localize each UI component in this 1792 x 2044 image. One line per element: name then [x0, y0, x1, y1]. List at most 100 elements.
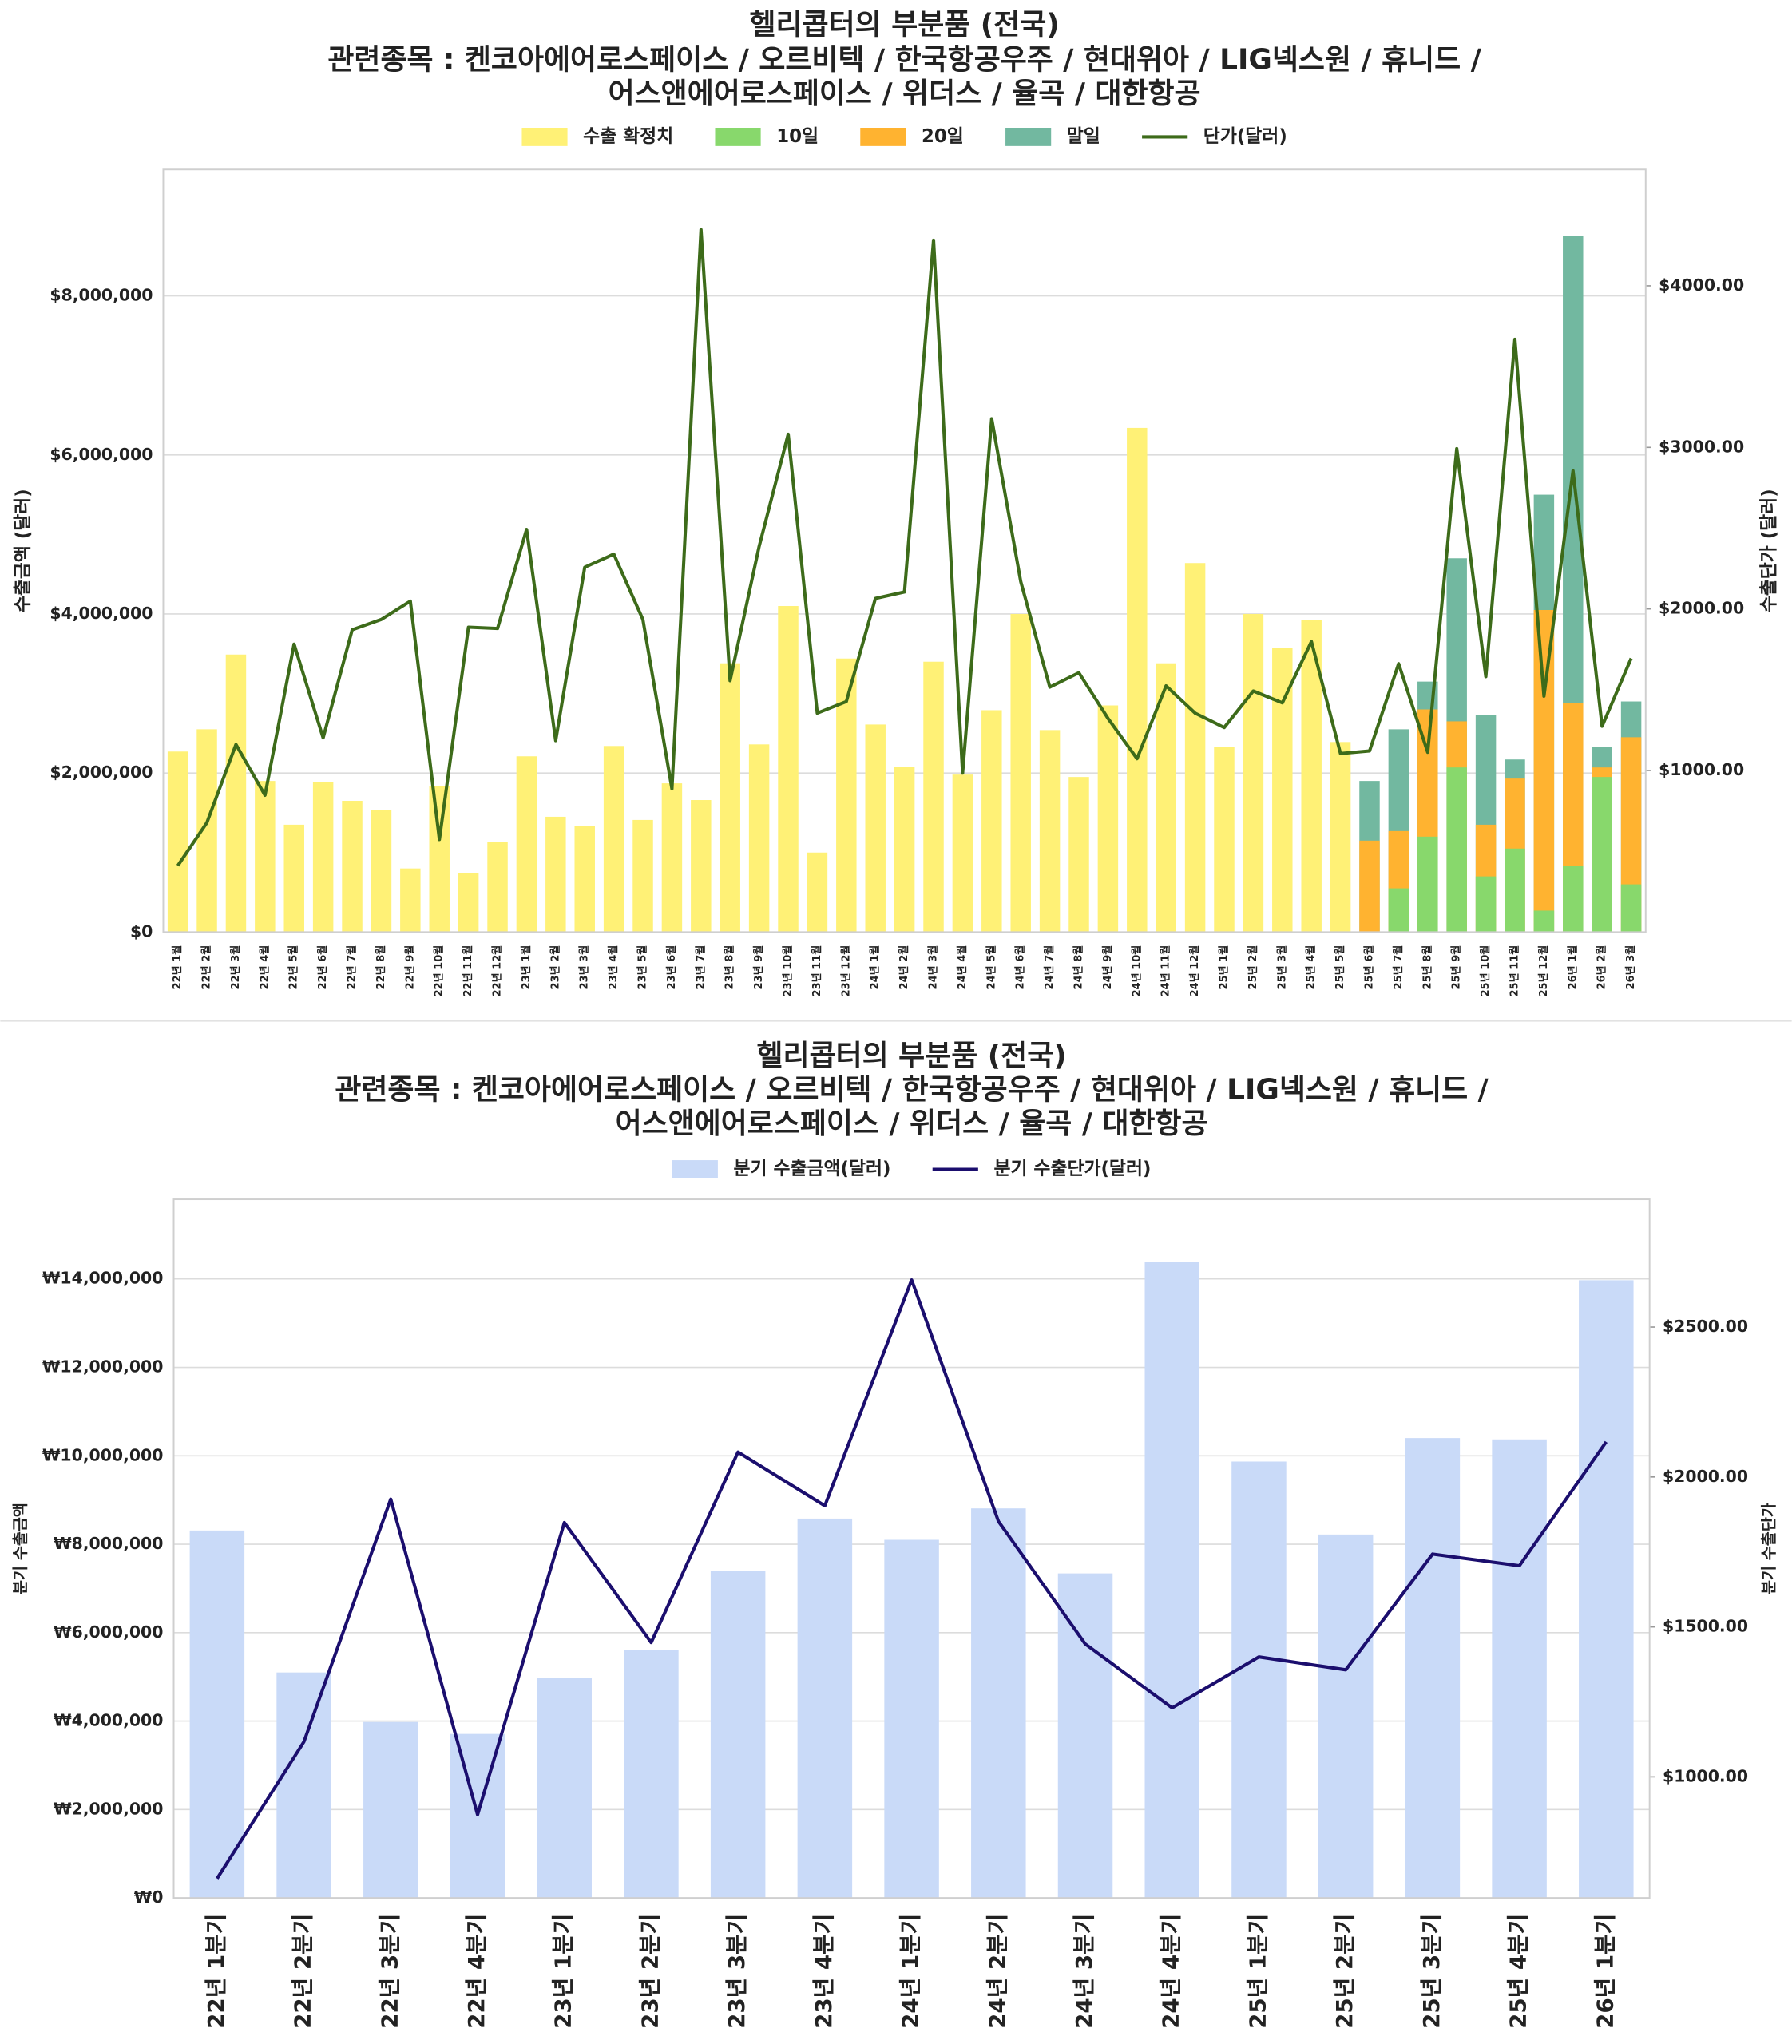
x-tick-label: 24년 10월 — [1130, 945, 1143, 997]
x-tick-label: 25년 1월 — [1217, 945, 1230, 990]
x-tick-label: 22년 4분기 — [463, 1914, 490, 2029]
y-axis-label: 수출금액 (달러) — [13, 489, 34, 612]
bar — [1010, 613, 1031, 933]
legend-label: 분기 수출금액(달러) — [734, 1159, 891, 1179]
bar — [691, 800, 712, 933]
x-tick-label: 22년 12월 — [491, 945, 504, 997]
y-tick-label: ₩14,000,000 — [42, 1269, 163, 1288]
x-tick-label: 22년 3월 — [229, 945, 242, 990]
bar — [363, 1721, 418, 1899]
bar — [1068, 777, 1089, 933]
x-tick-label: 22년 2분기 — [290, 1914, 316, 2029]
bar — [1057, 1573, 1113, 1899]
y2-axis-label: 수출단가 (달러) — [1758, 489, 1779, 612]
legend-label: 말일 — [1067, 126, 1100, 147]
bar — [981, 710, 1002, 933]
y-tick-label: ₩10,000,000 — [42, 1445, 163, 1464]
y2-tick-label: $1000.00 — [1659, 760, 1744, 779]
bar — [624, 1650, 679, 1899]
bar — [1405, 1438, 1461, 1899]
x-tick-label: 23년 11월 — [811, 945, 823, 997]
y-tick-label: ₩12,000,000 — [42, 1357, 163, 1377]
legend-label: 단가(달러) — [1203, 126, 1287, 147]
chart-title: 관련종목 : 켄코아에어로스페이스 / 오르비텍 / 한국항공우주 / 현대위아… — [327, 44, 1481, 77]
x-tick-label: 23년 3월 — [578, 945, 591, 990]
x-tick-label: 23년 2월 — [549, 945, 561, 990]
x-tick-label: 22년 8월 — [375, 945, 387, 990]
y-tick-label: $4,000,000 — [50, 604, 153, 623]
x-tick-label: 23년 9월 — [752, 945, 765, 990]
legend-label: 10일 — [776, 126, 819, 147]
x-tick-label: 25년 6월 — [1362, 945, 1375, 990]
y-tick-label: $0 — [130, 921, 153, 941]
x-tick-label: 24년 7월 — [1043, 945, 1056, 990]
x-tick-label: 25년 8월 — [1421, 945, 1433, 990]
y-tick-label: $8,000,000 — [50, 286, 153, 305]
bar — [1533, 910, 1555, 933]
legend-label: 수출 확정치 — [583, 126, 673, 147]
y2-tick-label: $1000.00 — [1663, 1766, 1748, 1785]
chart-title: 헬리콥터의 부분품 (전국) — [750, 9, 1060, 42]
x-tick-label: 22년 1월 — [171, 945, 184, 990]
x-tick-label: 23년 10월 — [782, 945, 795, 997]
bar — [1592, 777, 1612, 933]
bar — [276, 1672, 331, 1899]
x-tick-label: 23년 5월 — [636, 945, 649, 990]
plot-frame — [172, 1198, 1651, 1899]
y-tick-label: ₩8,000,000 — [54, 1534, 163, 1553]
bar — [971, 1508, 1026, 1899]
x-tick-label: 24년 1분기 — [898, 1914, 924, 2029]
line — [216, 1278, 1608, 1880]
x-tick-label: 22년 3분기 — [376, 1914, 402, 2029]
x-tick-label: 24년 4월 — [956, 945, 969, 990]
x-tick-label: 24년 2분기 — [984, 1914, 1010, 2029]
x-tick-label: 24년 6월 — [1014, 945, 1027, 990]
bar — [458, 873, 479, 933]
bar — [778, 606, 799, 933]
bar — [661, 783, 683, 933]
x-tick-label: 26년 1월 — [1566, 945, 1579, 990]
x-tick-label: 25년 5월 — [1334, 945, 1346, 990]
bar — [1330, 742, 1351, 933]
x-tick-label: 23년 2분기 — [636, 1914, 663, 2029]
x-tick-label: 25년 4분기 — [1505, 1914, 1532, 2029]
legend: 수출 확정치 10일 20일 말일 단가(달러) — [521, 126, 1287, 147]
x-tick-label: 25년 10월 — [1479, 945, 1492, 997]
x-tick-label: 22년 6월 — [316, 945, 329, 990]
bar — [923, 661, 944, 933]
bar — [865, 724, 886, 933]
x-tick-label: 24년 11월 — [1160, 945, 1172, 997]
bar — [1475, 876, 1497, 933]
y2-tick-label: $4000.00 — [1659, 275, 1744, 295]
x-tick-label: 24년 5월 — [985, 945, 997, 990]
legend-swatch — [672, 1160, 718, 1178]
bar — [1446, 767, 1467, 933]
x-tick-label: 25년 9월 — [1450, 945, 1463, 990]
legend-item: 10일 — [715, 126, 819, 147]
line — [176, 228, 1633, 867]
bar — [797, 1518, 853, 1899]
legend-item: 분기 수출단가(달러) — [932, 1159, 1151, 1179]
bar — [1388, 888, 1409, 933]
y-tick-label: ₩6,000,000 — [54, 1622, 163, 1642]
y-tick-label: $2,000,000 — [50, 763, 153, 782]
bar — [312, 782, 334, 933]
x-tick-label: 23년 1분기 — [550, 1914, 577, 2029]
x-tick-label: 23년 7월 — [694, 945, 707, 990]
bar — [574, 826, 595, 933]
bar — [894, 766, 915, 933]
x-tick-label: 23년 3분기 — [724, 1914, 750, 2029]
legend-item: 20일 — [860, 126, 964, 147]
x-tick-label: 22년 11월 — [462, 945, 474, 997]
bar — [537, 1678, 592, 1899]
x-tick-label: 25년 3분기 — [1418, 1914, 1445, 2029]
bar — [1127, 427, 1148, 933]
x-tick-label: 26년 2월 — [1596, 945, 1608, 990]
x-tick-label: 26년 3월 — [1624, 945, 1637, 990]
y-tick-label: ₩2,000,000 — [54, 1799, 163, 1818]
x-tick-label: 24년 2월 — [898, 945, 910, 990]
legend-item: 단가(달러) — [1142, 126, 1287, 147]
y2-axis-label: 분기 수출단가 — [1759, 1503, 1778, 1594]
bar — [1156, 663, 1176, 933]
x-tick-label: 25년 2분기 — [1331, 1914, 1358, 2029]
